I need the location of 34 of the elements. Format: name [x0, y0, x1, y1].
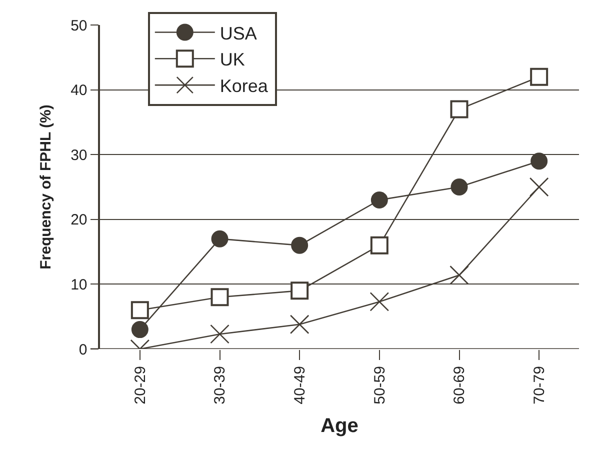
- point: [370, 292, 390, 312]
- point: [450, 100, 468, 118]
- y-tick-label: 10: [70, 276, 88, 294]
- point: [211, 230, 228, 248]
- point: [530, 152, 548, 170]
- legend-label: Korea: [220, 76, 269, 96]
- x-tick-label: 70-79: [530, 366, 548, 404]
- y-tick-label: 50: [70, 17, 88, 34]
- legend-label: USA: [220, 23, 257, 44]
- y-tick-label: 30: [70, 146, 88, 164]
- y-tick-label: 40: [70, 82, 88, 100]
- x-tick-label: 60-69: [451, 366, 468, 404]
- point: [131, 321, 148, 338]
- point: [530, 68, 548, 86]
- legend-label: UK: [220, 50, 245, 70]
- point: [291, 236, 308, 254]
- y-tick-label: 20: [70, 212, 88, 229]
- point: [290, 282, 309, 300]
- point: [529, 177, 549, 197]
- point: [210, 288, 229, 306]
- y-axis-title: Frequency of FPHL (%): [37, 104, 54, 270]
- x-tick-label: 50-59: [371, 366, 388, 404]
- point: [130, 301, 149, 320]
- x-tick-label: 40-49: [291, 366, 308, 404]
- x-axis-title: Age: [320, 414, 358, 437]
- point: [290, 314, 310, 334]
- point: [450, 265, 469, 285]
- point: [370, 236, 388, 254]
- point: [210, 324, 230, 344]
- x-tick-label: 20-29: [132, 366, 149, 404]
- point: [450, 178, 468, 196]
- x-tick-label: 30-39: [212, 366, 229, 404]
- y-tick-label: 0: [78, 341, 88, 358]
- point: [370, 191, 388, 208]
